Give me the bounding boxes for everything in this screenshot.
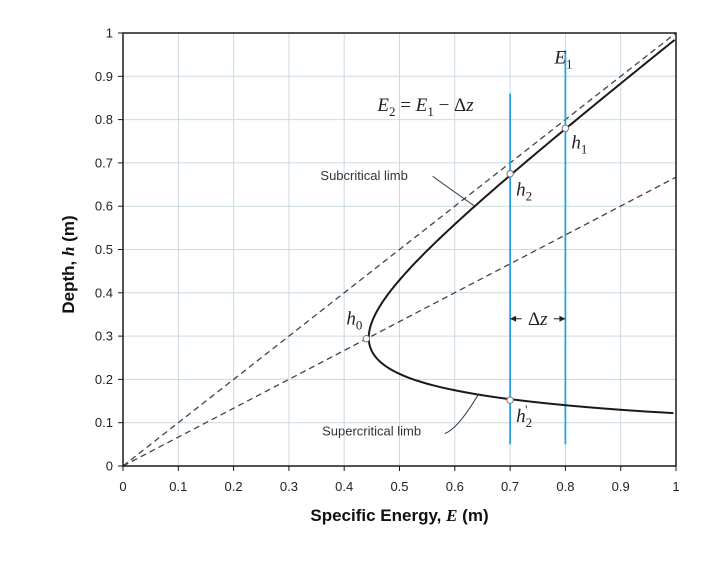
x-tick-label: 0.5	[390, 479, 408, 494]
delta-z-right-arrowhead	[559, 315, 566, 322]
y-tick-label: 0.8	[95, 112, 113, 127]
x-tick-label: 0.6	[446, 479, 464, 494]
x-tick-label: 0.2	[225, 479, 243, 494]
x-axis-title: Specific Energy, E (m)	[310, 506, 488, 525]
y-tick-label: 0.2	[95, 372, 113, 387]
x-tick-label: 1	[672, 479, 679, 494]
delta-z-left-arrowhead	[510, 315, 517, 322]
delta-z-indicator: Δz	[510, 309, 566, 330]
point-label: h1	[571, 132, 587, 156]
y-tick-label: 0.4	[95, 285, 113, 300]
point-label: h2'	[516, 402, 532, 430]
specific-energy-curve	[367, 39, 676, 415]
y-tick-label: 0.7	[95, 155, 113, 170]
marked-point	[506, 170, 514, 178]
e1-label: E1	[553, 47, 572, 71]
x-tick-label: 0.3	[280, 479, 298, 494]
chart-series	[122, 32, 677, 467]
y-tick-label: 0	[106, 459, 113, 474]
x-tick-label: 0.7	[501, 479, 519, 494]
data-points: h0 h1 h2 h2'	[346, 124, 587, 430]
dashed-reference-line	[122, 32, 677, 467]
y-tick-label: 0.6	[95, 199, 113, 214]
x-tick-label: 0.1	[169, 479, 187, 494]
point-label: h0	[346, 309, 362, 333]
x-tick-label: 0.9	[612, 479, 630, 494]
annotations: Subcritical limb Supercritical limb E1 E…	[320, 47, 572, 438]
delta-z-label: Δz	[528, 309, 548, 330]
subcritical-limb-leader	[432, 175, 476, 207]
x-tick-label: 0	[119, 479, 126, 494]
point-label: h2	[516, 180, 532, 204]
axis-ticks: 0 0.1 0.2 0.3 0.4 0.5 0.6 0.7 0.8 0.9 1 0 0.1 0.2 0.3 0…	[95, 26, 680, 495]
y-tick-label: 0.3	[95, 329, 113, 344]
y-axis-title: Depth, h (m)	[59, 215, 78, 313]
y-tick-label: 0.9	[95, 69, 113, 84]
e2-equation-label: E2 = E1 − Δz	[376, 95, 474, 119]
supercritical-limb-label: Supercritical limb	[322, 424, 421, 439]
x-tick-label: 0.8	[556, 479, 574, 494]
marked-point	[362, 334, 371, 343]
marked-point	[561, 124, 570, 132]
marked-point	[506, 396, 514, 404]
y-tick-label: 0.1	[95, 415, 113, 430]
y-tick-label: 1	[106, 26, 113, 41]
x-tick-label: 0.4	[335, 479, 353, 494]
subcritical-limb-label: Subcritical limb	[320, 168, 407, 183]
y-tick-label: 0.5	[95, 242, 113, 257]
supercritical-limb-leader	[444, 394, 479, 434]
dashed-reference-line	[122, 176, 677, 467]
